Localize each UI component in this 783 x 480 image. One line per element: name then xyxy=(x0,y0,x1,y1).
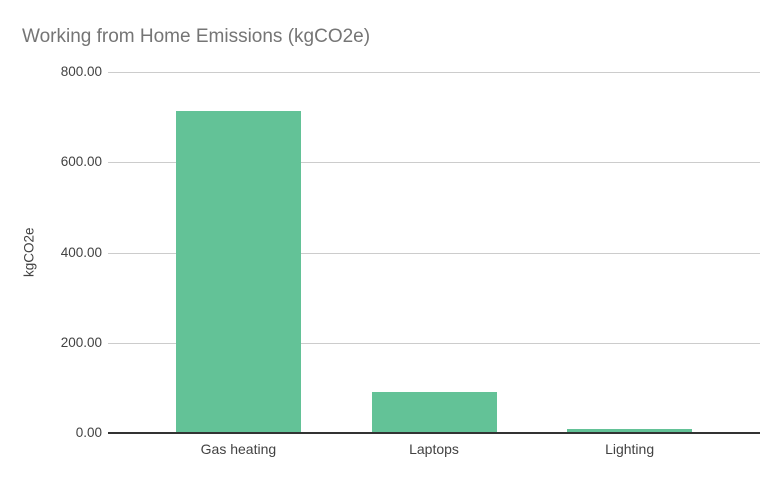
x-category-label: Lighting xyxy=(605,441,655,457)
y-tick-label: 0.00 xyxy=(75,425,102,440)
gridline xyxy=(108,162,760,164)
plot-area xyxy=(108,72,760,434)
gridline xyxy=(108,72,760,73)
x-axis-line xyxy=(108,432,760,434)
chart-title: Working from Home Emissions (kgCO2e) xyxy=(22,26,371,47)
x-category-label: Gas heating xyxy=(200,441,277,457)
bar-lighting xyxy=(567,429,693,433)
gridline xyxy=(108,342,760,344)
x-category-label: Laptops xyxy=(409,441,459,457)
bar-gas-heating xyxy=(175,110,301,433)
gridline xyxy=(108,252,760,254)
bar-laptops xyxy=(371,391,497,433)
y-tick-label: 200.00 xyxy=(60,334,102,350)
y-tick-label: 800.00 xyxy=(60,64,102,79)
y-tick-label: 400.00 xyxy=(60,244,102,260)
y-tick-label: 600.00 xyxy=(60,154,102,170)
